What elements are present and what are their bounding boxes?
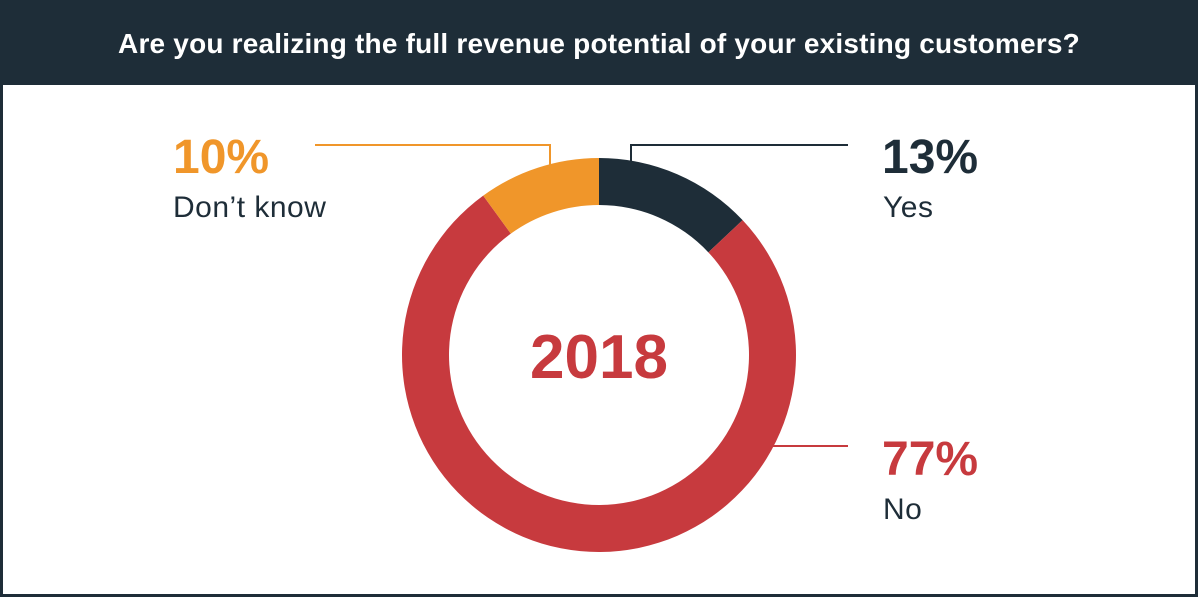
slice-label-no: No: [883, 493, 922, 526]
slice-pct-no: 77%: [882, 433, 978, 486]
leader-line-yes: [630, 144, 848, 163]
slice-label-dont-know: Don’t know: [173, 191, 326, 224]
slice-don-t-know: [483, 158, 599, 234]
slice-pct-yes: 13%: [882, 131, 978, 184]
donut-chart: 2018 10% Don’t know 13% Yes 77% No: [173, 131, 978, 552]
donut-slices: [401, 158, 796, 552]
leader-line-dont-know: [315, 144, 551, 165]
center-year-label: 2018: [530, 323, 668, 392]
slice-yes: [599, 158, 743, 253]
chart-title: Are you realizing the full revenue poten…: [118, 28, 1080, 59]
title-bar: Are you realizing the full revenue poten…: [3, 3, 1195, 85]
slice-label-yes: Yes: [883, 191, 933, 224]
slice-pct-dont-know: 10%: [173, 131, 269, 184]
